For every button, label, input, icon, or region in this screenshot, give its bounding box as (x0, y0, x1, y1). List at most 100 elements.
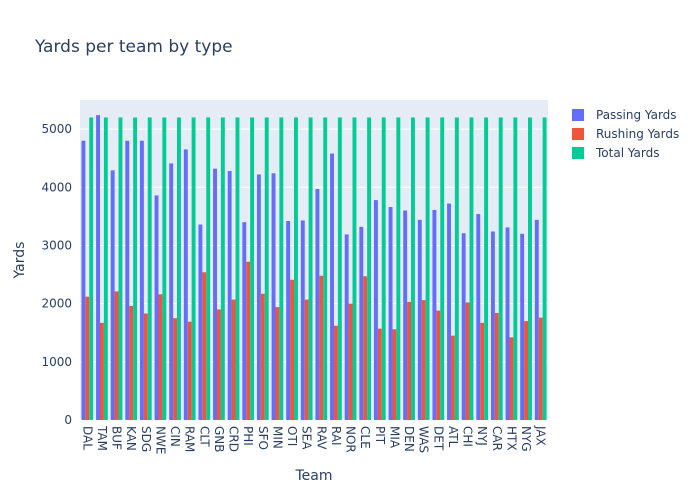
bar-rushing-yards-nyj[interactable] (480, 322, 485, 420)
bar-passing-yards-jax[interactable] (534, 219, 539, 420)
bar-passing-yards-nyg[interactable] (520, 233, 525, 420)
bar-passing-yards-mia[interactable] (388, 207, 393, 420)
bar-rushing-yards-nwe[interactable] (158, 294, 163, 420)
bar-total-yards-atl[interactable] (454, 117, 459, 421)
bar-total-yards-oti[interactable] (294, 117, 298, 421)
bar-passing-yards-sfo[interactable] (256, 174, 261, 420)
bar-rushing-yards-kan[interactable] (129, 305, 134, 420)
bar-total-yards-min[interactable] (279, 117, 284, 421)
bar-rushing-yards-ram[interactable] (187, 321, 192, 420)
bar-total-yards-clt[interactable] (206, 117, 211, 421)
bar-passing-yards-htx[interactable] (505, 227, 510, 420)
bar-passing-yards-cle[interactable] (359, 226, 364, 420)
bar-total-yards-kan[interactable] (133, 117, 138, 421)
bar-passing-yards-nor[interactable] (344, 234, 349, 420)
bar-rushing-yards-dal[interactable] (85, 296, 90, 420)
bar-rushing-yards-atl[interactable] (450, 335, 455, 420)
bar-rushing-yards-cle[interactable] (363, 276, 368, 420)
bar-passing-yards-nwe[interactable] (154, 195, 159, 420)
bar-total-yards-nyg[interactable] (528, 117, 532, 421)
bar-passing-yards-was[interactable] (417, 219, 422, 420)
bar-passing-yards-sdg[interactable] (139, 140, 144, 420)
bar-rushing-yards-cin[interactable] (173, 318, 178, 420)
bar-total-yards-nor[interactable] (352, 117, 357, 421)
bar-rushing-yards-sea[interactable] (304, 299, 309, 420)
bar-passing-yards-sea[interactable] (300, 220, 305, 420)
bar-passing-yards-cin[interactable] (169, 163, 174, 420)
bar-total-yards-buf[interactable] (118, 117, 123, 421)
bar-total-yards-crd[interactable] (235, 117, 240, 421)
bar-total-yards-sdg[interactable] (147, 117, 152, 421)
bar-total-yards-sea[interactable] (308, 117, 313, 421)
bar-passing-yards-gnb[interactable] (213, 168, 217, 420)
bar-rushing-yards-tam[interactable] (99, 322, 104, 420)
bar-passing-yards-atl[interactable] (447, 203, 451, 420)
bar-passing-yards-rai[interactable] (330, 153, 334, 420)
bar-total-yards-phi[interactable] (250, 117, 255, 421)
bar-total-yards-cin[interactable] (177, 117, 181, 421)
legend[interactable]: Passing Yards Rushing Yards Total Yards (572, 108, 679, 160)
bar-total-yards-den[interactable] (411, 117, 415, 421)
bar-rushing-yards-gnb[interactable] (216, 309, 221, 420)
bar-rushing-yards-sdg[interactable] (143, 313, 148, 420)
bar-rushing-yards-sfo[interactable] (260, 293, 265, 420)
bar-total-yards-car[interactable] (498, 117, 503, 421)
bar-total-yards-tam[interactable] (103, 117, 108, 421)
bar-total-yards-det[interactable] (440, 117, 445, 421)
legend-item-total-yards[interactable]: Total Yards (572, 146, 659, 160)
bar-passing-yards-buf[interactable] (110, 170, 115, 420)
bar-passing-yards-nyj[interactable] (476, 214, 481, 420)
bar-passing-yards-min[interactable] (271, 173, 276, 420)
bar-passing-yards-dal[interactable] (81, 140, 86, 420)
bar-total-yards-nyj[interactable] (484, 117, 489, 421)
bar-passing-yards-chi[interactable] (461, 233, 466, 420)
bar-total-yards-rai[interactable] (337, 117, 342, 421)
bar-rushing-yards-oti[interactable] (290, 279, 295, 420)
bar-total-yards-sfo[interactable] (264, 117, 269, 421)
bar-rushing-yards-nor[interactable] (348, 303, 353, 420)
legend-item-passing-yards[interactable]: Passing Yards (572, 108, 677, 122)
bar-rushing-yards-jax[interactable] (538, 317, 543, 420)
bar-total-yards-cle[interactable] (367, 117, 372, 421)
bar-passing-yards-ram[interactable] (183, 149, 188, 421)
bar-rushing-yards-den[interactable] (407, 301, 412, 420)
bar-passing-yards-car[interactable] (490, 231, 495, 420)
bar-rushing-yards-crd[interactable] (231, 299, 236, 420)
bar-total-yards-mia[interactable] (396, 117, 401, 421)
bar-total-yards-dal[interactable] (89, 117, 94, 421)
bar-rushing-yards-phi[interactable] (246, 261, 251, 420)
bar-passing-yards-crd[interactable] (227, 170, 232, 420)
bar-total-yards-pit[interactable] (381, 117, 386, 421)
bar-rushing-yards-rai[interactable] (333, 325, 338, 420)
legend-item-rushing-yards[interactable]: Rushing Yards (572, 127, 679, 141)
bar-rushing-yards-mia[interactable] (392, 329, 397, 420)
bar-rushing-yards-nyg[interactable] (524, 321, 529, 420)
bar-total-yards-gnb[interactable] (220, 117, 225, 421)
bar-passing-yards-tam[interactable] (96, 115, 100, 421)
bar-rushing-yards-pit[interactable] (377, 328, 382, 420)
bar-rushing-yards-det[interactable] (436, 310, 441, 420)
bar-passing-yards-phi[interactable] (242, 222, 247, 420)
bar-rushing-yards-clt[interactable] (202, 272, 207, 420)
bar-rushing-yards-rav[interactable] (319, 275, 324, 420)
bar-total-yards-rav[interactable] (323, 117, 328, 421)
bar-passing-yards-den[interactable] (403, 210, 408, 420)
bar-rushing-yards-htx[interactable] (509, 337, 514, 420)
bar-total-yards-chi[interactable] (469, 117, 474, 421)
bar-total-yards-htx[interactable] (513, 117, 518, 421)
bar-passing-yards-kan[interactable] (125, 140, 130, 420)
bar-passing-yards-rav[interactable] (315, 189, 320, 420)
bar-total-yards-nwe[interactable] (162, 117, 167, 421)
bar-passing-yards-clt[interactable] (198, 224, 203, 420)
bar-passing-yards-oti[interactable] (286, 221, 291, 420)
bar-passing-yards-det[interactable] (432, 209, 437, 420)
bar-rushing-yards-car[interactable] (494, 312, 499, 420)
bar-passing-yards-pit[interactable] (373, 200, 378, 420)
bar-total-yards-ram[interactable] (191, 117, 196, 421)
bar-rushing-yards-min[interactable] (275, 307, 280, 420)
bar-rushing-yards-chi[interactable] (465, 302, 470, 420)
bar-rushing-yards-was[interactable] (421, 300, 426, 420)
bar-total-yards-jax[interactable] (542, 117, 547, 421)
bar-total-yards-was[interactable] (425, 117, 430, 421)
bar-rushing-yards-buf[interactable] (114, 291, 119, 420)
